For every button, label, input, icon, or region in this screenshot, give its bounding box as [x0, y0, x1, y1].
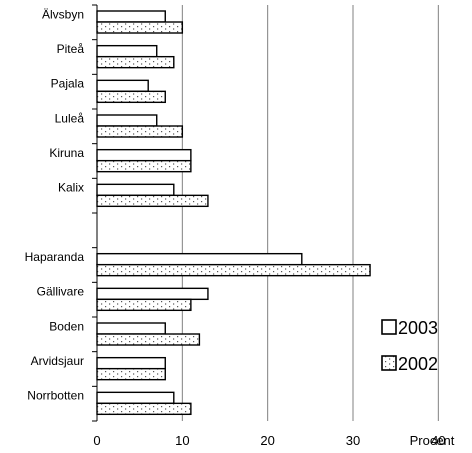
category-label: Haparanda: [25, 250, 85, 264]
x-tick-label: 30: [346, 433, 360, 448]
x-tick-labels: 0 10 20 30 40: [93, 433, 445, 448]
category-label: Kalix: [58, 181, 84, 195]
bar-2002-Arvidsjaur: [96, 367, 166, 381]
bars: [96, 10, 371, 416]
bar-2003-Norrbotten: [96, 391, 175, 405]
legend-swatch-2002: [381, 355, 397, 371]
category-label: Boden: [49, 319, 84, 333]
bar-2003-Arvidsjaur: [96, 356, 166, 370]
category-labels: Älvsbyn Piteå Pajala Luleå Kiruna Kalix Hapara…: [25, 7, 85, 402]
bar-2003-Piteå: [96, 44, 158, 58]
bar-2002-Pajala: [96, 90, 166, 104]
legend-swatch-2003: [381, 319, 397, 335]
category-label: Arvidsjaur: [31, 354, 84, 368]
axes: [92, 4, 98, 422]
bar-2002-Norrbotten: [96, 402, 192, 416]
legend-label-2002: 2002: [398, 354, 438, 374]
category-label: Gällivare: [37, 285, 85, 299]
bar-2002-Gällivare: [96, 298, 192, 312]
legend-label-2003: 2003: [398, 318, 438, 338]
category-label: Kiruna: [49, 146, 84, 160]
legend: 2003 2002: [381, 318, 438, 374]
category-label: Piteå: [57, 42, 85, 56]
x-tick-label: 10: [175, 433, 189, 448]
category-label: Pajala: [51, 77, 85, 91]
x-axis-unit-label: Procent: [410, 433, 455, 448]
bar-2003-Gällivare: [96, 287, 209, 301]
bar-2002-Boden: [96, 333, 201, 346]
grid-lines: [181, 5, 439, 421]
bar-2002-Luleå: [96, 125, 184, 138]
bar-2003-Kalix: [96, 183, 175, 197]
bar-2002-Haparanda: [96, 263, 371, 277]
bar-2003-Pajala: [96, 79, 149, 93]
category-label: Norrbotten: [27, 389, 84, 403]
bar-2003-Boden: [96, 322, 166, 335]
bar-2002-Kalix: [96, 194, 209, 208]
x-tick-label: 20: [260, 433, 274, 448]
category-label: Älvsbyn: [42, 7, 84, 21]
bar-2002-Älvsbyn: [96, 21, 184, 34]
bar-2003-Haparanda: [96, 252, 303, 266]
bar-2003-Luleå: [96, 114, 158, 127]
bar-2003-Älvsbyn: [96, 10, 166, 23]
bar-2002-Kiruna: [96, 159, 192, 173]
bar-2002-Piteå: [96, 55, 175, 69]
category-label: Luleå: [55, 111, 85, 125]
x-tick-label: 0: [93, 433, 100, 448]
bar-2003-Kiruna: [96, 148, 192, 162]
x-tick-label: 40: [431, 433, 445, 448]
